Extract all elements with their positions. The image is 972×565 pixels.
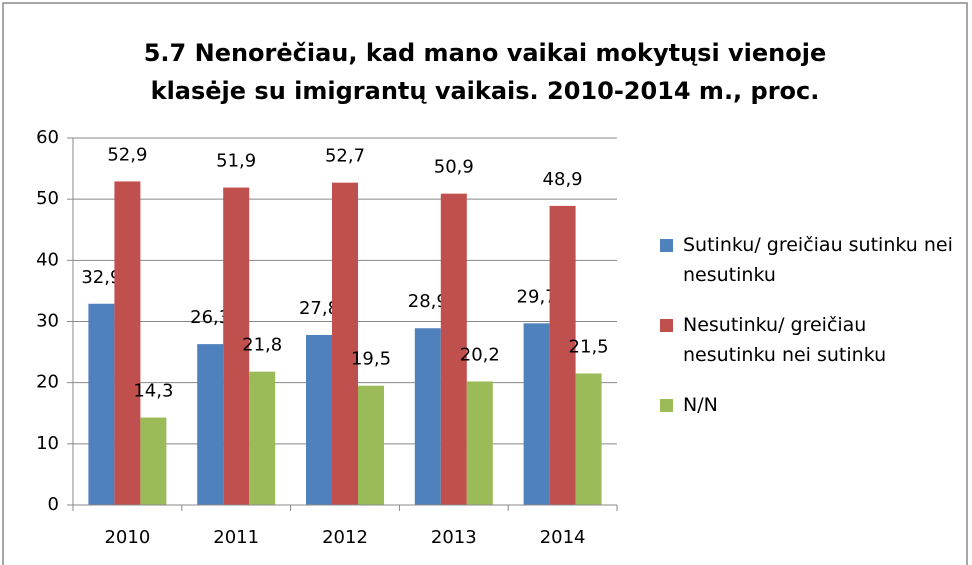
bar xyxy=(223,187,250,506)
data-label: 20,2 xyxy=(460,344,500,365)
data-label: 19,5 xyxy=(351,349,391,370)
data-label: 50,9 xyxy=(434,157,474,178)
bar xyxy=(466,381,493,505)
x-tick-label: 2013 xyxy=(431,527,477,548)
x-tick-label: 2012 xyxy=(322,527,368,548)
data-label: 27,8 xyxy=(299,298,339,319)
bar xyxy=(249,371,276,505)
bar xyxy=(575,373,602,505)
y-tick-label: 0 xyxy=(48,494,59,515)
data-label: 21,5 xyxy=(569,336,609,357)
y-tick-label: 20 xyxy=(36,372,59,393)
bar xyxy=(414,328,441,505)
legend-swatch xyxy=(660,319,673,332)
data-label: 14,3 xyxy=(133,381,173,402)
bar xyxy=(358,385,384,505)
data-label: 52,7 xyxy=(325,146,365,167)
data-label: 29,7 xyxy=(517,286,557,307)
x-tick-label: 2014 xyxy=(540,527,586,548)
bar xyxy=(440,193,467,505)
y-tick-label: 10 xyxy=(36,433,59,454)
bar xyxy=(332,182,358,505)
bar xyxy=(549,205,576,505)
y-tick-label: 50 xyxy=(36,188,59,209)
legend-label: N/N xyxy=(683,394,718,416)
data-label: 48,9 xyxy=(543,169,583,190)
data-label: 21,8 xyxy=(242,335,282,356)
bar xyxy=(197,344,224,505)
legend-swatch xyxy=(660,239,673,252)
data-label: 26,3 xyxy=(190,307,230,328)
legend-item: Sutinku/ greičiau sutinku nei nesutinku xyxy=(660,230,960,290)
bar xyxy=(306,334,332,505)
x-tick-label: 2010 xyxy=(104,527,150,548)
data-label: 51,9 xyxy=(216,151,256,172)
bar xyxy=(523,323,550,505)
bar xyxy=(114,181,141,505)
legend-label: Nesutinku/ greičiau nesutinku nei sutink… xyxy=(683,314,887,366)
x-tick-label: 2011 xyxy=(213,527,259,548)
chart-title: 5.7 Nenorėčiau, kad mano vaikai mokytųsi… xyxy=(143,39,827,105)
legend-swatch xyxy=(660,399,673,412)
legend-item: Nesutinku/ greičiau nesutinku nei sutink… xyxy=(660,310,960,370)
data-label: 28,9 xyxy=(408,291,448,312)
legend-label: Sutinku/ greičiau sutinku nei nesutinku xyxy=(683,234,953,286)
y-tick-label: 40 xyxy=(36,249,59,270)
bar xyxy=(88,303,115,505)
bar xyxy=(140,417,167,505)
data-label: 52,9 xyxy=(107,144,147,165)
y-tick-label: 30 xyxy=(36,311,59,332)
data-label: 32,9 xyxy=(81,267,121,288)
legend-item: N/N xyxy=(660,390,960,420)
y-tick-label: 60 xyxy=(36,127,59,148)
